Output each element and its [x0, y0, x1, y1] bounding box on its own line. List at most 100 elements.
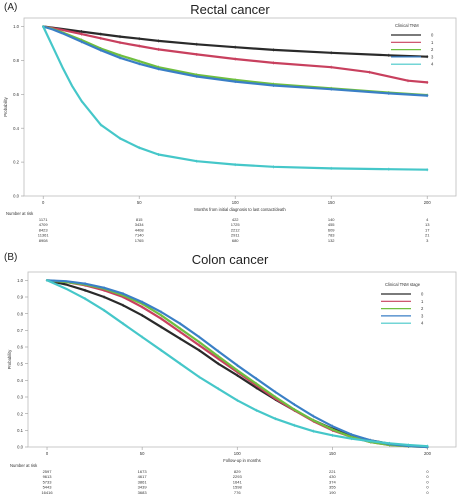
risk-table-cell: 2212	[231, 227, 241, 232]
risk-table-cell: 0	[426, 485, 429, 490]
x-tick-label: 50	[140, 451, 145, 456]
risk-table-cell: 374	[329, 479, 336, 484]
risk-table-cell: 5733	[43, 479, 53, 484]
series-line-0	[42, 25, 429, 58]
risk-table-cell: 2911	[231, 233, 240, 238]
risk-table-cell: 1765	[135, 238, 145, 243]
risk-table-cell: 455	[328, 222, 335, 227]
y-tick-label: 0.7	[17, 328, 23, 333]
x-axis-label: Follow-up in months	[223, 458, 260, 463]
risk-table-cell: 1725	[231, 222, 241, 227]
chart-title: Rectal cancer	[190, 2, 270, 17]
x-tick-label: 100	[232, 200, 240, 205]
risk-table-cell: 3434	[135, 222, 145, 227]
y-tick-label: 0.4	[13, 126, 19, 131]
chart-title: Colon cancer	[191, 252, 269, 267]
risk-table-cell: 0	[426, 490, 429, 495]
panel-rectal: (A) Rectal cancer 0.0 0.2 0.4 0.6 0.8 1.0 0 50 1…	[3, 2, 457, 243]
y-tick-label: 0.8	[17, 311, 23, 316]
risk-table-cell: 4	[426, 217, 429, 222]
panel-label: (A)	[4, 2, 18, 13]
y-tick-label: 1.0	[13, 24, 19, 29]
y-tick-label: 0.9	[17, 295, 23, 300]
y-tick-label: 0.6	[17, 345, 23, 350]
legend-label-3: 3	[431, 54, 434, 59]
legend-title: Clinical TNM	[395, 23, 419, 28]
y-tick-label: 0.1	[17, 428, 23, 433]
y-tick-label: 0.2	[13, 160, 19, 165]
risk-table-cell: 3439	[138, 485, 148, 490]
risk-table-title: Number at risk	[10, 463, 38, 468]
risk-table-cell: 3	[426, 238, 429, 243]
risk-table-title: Number at risk	[6, 211, 34, 216]
x-tick-label: 200	[424, 200, 432, 205]
y-tick-label: 0.3	[17, 395, 23, 400]
plot-frame	[23, 17, 457, 197]
x-tick-label: 150	[329, 451, 337, 456]
x-tick-label: 200	[424, 451, 432, 456]
risk-table-cell: 430	[329, 474, 336, 479]
y-tick-label: 0.4	[17, 378, 23, 383]
risk-table-cell: 0	[426, 474, 429, 479]
x-tick-label: 0	[46, 451, 49, 456]
risk-table-cell: 140	[328, 217, 335, 222]
risk-table-cell: 1598	[233, 485, 243, 490]
series-line-3	[42, 25, 429, 97]
risk-table-cell: 8423	[39, 227, 49, 232]
y-tick-label: 0.0	[17, 445, 23, 450]
risk-table-cell: 132	[328, 238, 335, 243]
risk-table-cell: 3861	[138, 479, 148, 484]
risk-table-cell: 1171	[39, 217, 48, 222]
risk-table-cell: 776	[234, 490, 241, 495]
series-line-1	[45, 279, 429, 449]
survival-chart-rectal: 0.0 0.2 0.4 0.6 0.8 1.0 0 50 100 150 200 Probabilit…	[3, 17, 457, 243]
risk-table-cell: 783	[328, 233, 335, 238]
y-axis-label: Probability	[7, 349, 12, 369]
y-tick-label: 0.5	[17, 361, 23, 366]
risk-table-cell: 680	[232, 238, 239, 243]
risk-table-cell: 0	[426, 469, 429, 474]
risk-table-cell: 4709	[39, 222, 49, 227]
risk-table-cell: 221	[329, 469, 336, 474]
risk-table-cell: 829	[234, 469, 241, 474]
series-line-0	[45, 279, 429, 449]
risk-table-cell: 16416	[41, 490, 53, 495]
risk-table-cell: 4408	[135, 227, 145, 232]
legend-title: Clinical TNM stage	[385, 282, 421, 287]
risk-table-cell: 609	[328, 227, 335, 232]
risk-table-cell: 2293	[233, 474, 243, 479]
series-line-2	[42, 25, 429, 97]
risk-table-cell: 7140	[135, 233, 145, 238]
risk-table-cell: 3683	[138, 490, 148, 495]
y-tick-label: 0.2	[17, 411, 23, 416]
risk-table-cell: 13	[425, 222, 430, 227]
series-line-3	[45, 279, 429, 449]
y-tick-label: 0.0	[13, 194, 19, 199]
legend-label-2: 2	[421, 306, 424, 311]
series-line-4	[45, 279, 429, 448]
risk-table-cell: 9613	[43, 474, 53, 479]
survival-chart-colon: 0.00.10.20.30.40.50.60.70.80.91.00 50 100 1…	[7, 271, 457, 495]
legend-label-0: 0	[431, 33, 434, 38]
risk-table-cell: 1673	[138, 469, 148, 474]
x-axis-label: Months from initial diagnosis to last co…	[194, 207, 286, 212]
x-tick-label: 150	[328, 200, 336, 205]
x-tick-label: 50	[137, 200, 142, 205]
risk-table-cell: 21	[425, 233, 430, 238]
series-line-2	[45, 279, 429, 449]
legend-label-2: 2	[431, 47, 434, 52]
risk-table-cell: 8908	[39, 238, 49, 243]
y-tick-label: 0.6	[13, 92, 19, 97]
panel-label: (B)	[4, 252, 18, 263]
risk-table-cell: 17	[425, 227, 430, 232]
x-tick-label: 0	[42, 200, 45, 205]
legend-label-4: 4	[431, 62, 434, 67]
risk-table-cell: 2597	[43, 469, 53, 474]
risk-table-cell: 815	[136, 217, 143, 222]
x-tick-label: 100	[234, 451, 242, 456]
risk-table-cell: 1641	[233, 479, 243, 484]
y-tick-label: 0.8	[13, 58, 19, 63]
panel-colon: (B) Colon cancer 0.0 0.1 0.2 0.3 0.4 0.5 0.6 0.…	[0, 250, 460, 500]
risk-table-cell: 0	[426, 479, 429, 484]
y-axis-label: Probability	[3, 96, 8, 116]
